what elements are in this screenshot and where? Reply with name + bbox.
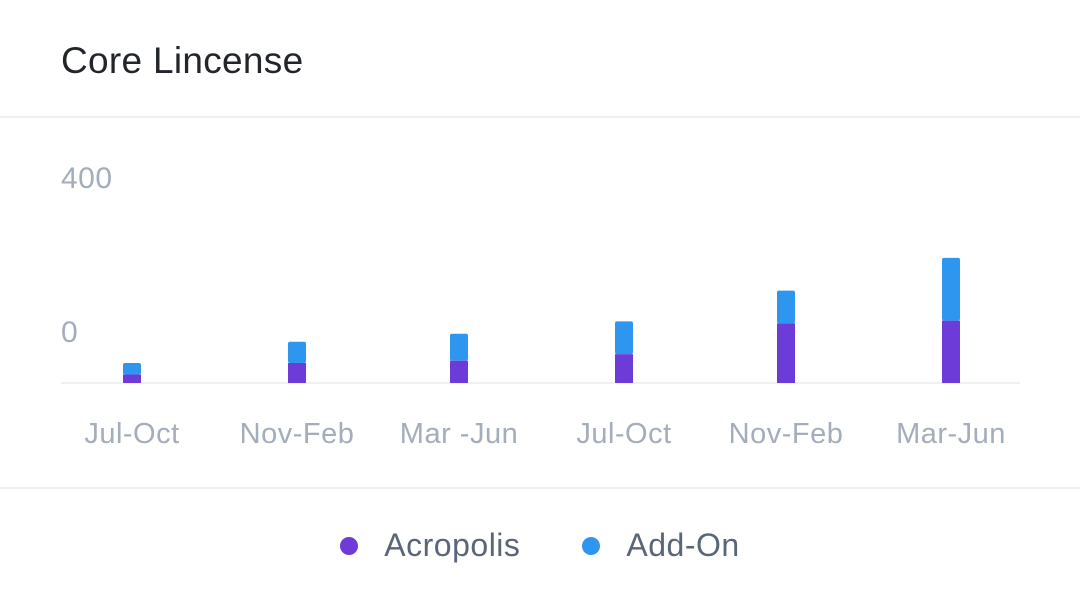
bar-acropolis-4 xyxy=(615,354,633,383)
legend-label-add-on: Add-On xyxy=(626,527,740,563)
card-title: Core Lincense xyxy=(61,40,304,81)
bar-acropolis-1 xyxy=(123,374,141,383)
legend-item-add-on[interactable]: Add-On xyxy=(582,527,739,564)
legend-label-acropolis: Acropolis xyxy=(384,527,521,563)
bar-acropolis-2 xyxy=(288,362,306,383)
bar-add-on-6 xyxy=(942,257,960,321)
bar-add-on-2 xyxy=(288,341,306,363)
x-tick-label: Jul-Oct xyxy=(576,418,671,450)
bar-add-on-1 xyxy=(123,362,141,375)
bar-add-on-3 xyxy=(450,333,468,361)
legend-dot-add-on xyxy=(582,536,601,555)
bar-acropolis-3 xyxy=(450,360,468,383)
y-tick-label: 400 xyxy=(61,162,113,195)
card-header: Core Lincense xyxy=(0,0,1080,118)
x-tick-label: Mar -Jun xyxy=(400,418,518,450)
stacked-bar-chart: 400 0 Jul-Oct Nov-Feb Mar -Jun Jul-Oct Nov-Feb… xyxy=(61,162,1020,450)
x-tick-label: Mar-Jun xyxy=(896,418,1006,450)
bar-acropolis-6 xyxy=(942,320,960,383)
bar-add-on-4 xyxy=(615,321,633,355)
bar-acropolis-5 xyxy=(777,323,795,383)
x-tick-label: Nov-Feb xyxy=(240,418,355,450)
x-tick-label: Nov-Feb xyxy=(729,418,844,450)
legend-item-acropolis[interactable]: Acropolis xyxy=(340,527,520,564)
legend-dot-acropolis xyxy=(340,536,359,555)
card-footer: Acropolis Add-On xyxy=(0,487,1080,600)
x-tick-label: Jul-Oct xyxy=(84,418,179,450)
bar-add-on-5 xyxy=(777,290,795,324)
y-tick-label: 0 xyxy=(61,316,78,349)
chart-legend: Acropolis Add-On xyxy=(0,489,1080,602)
